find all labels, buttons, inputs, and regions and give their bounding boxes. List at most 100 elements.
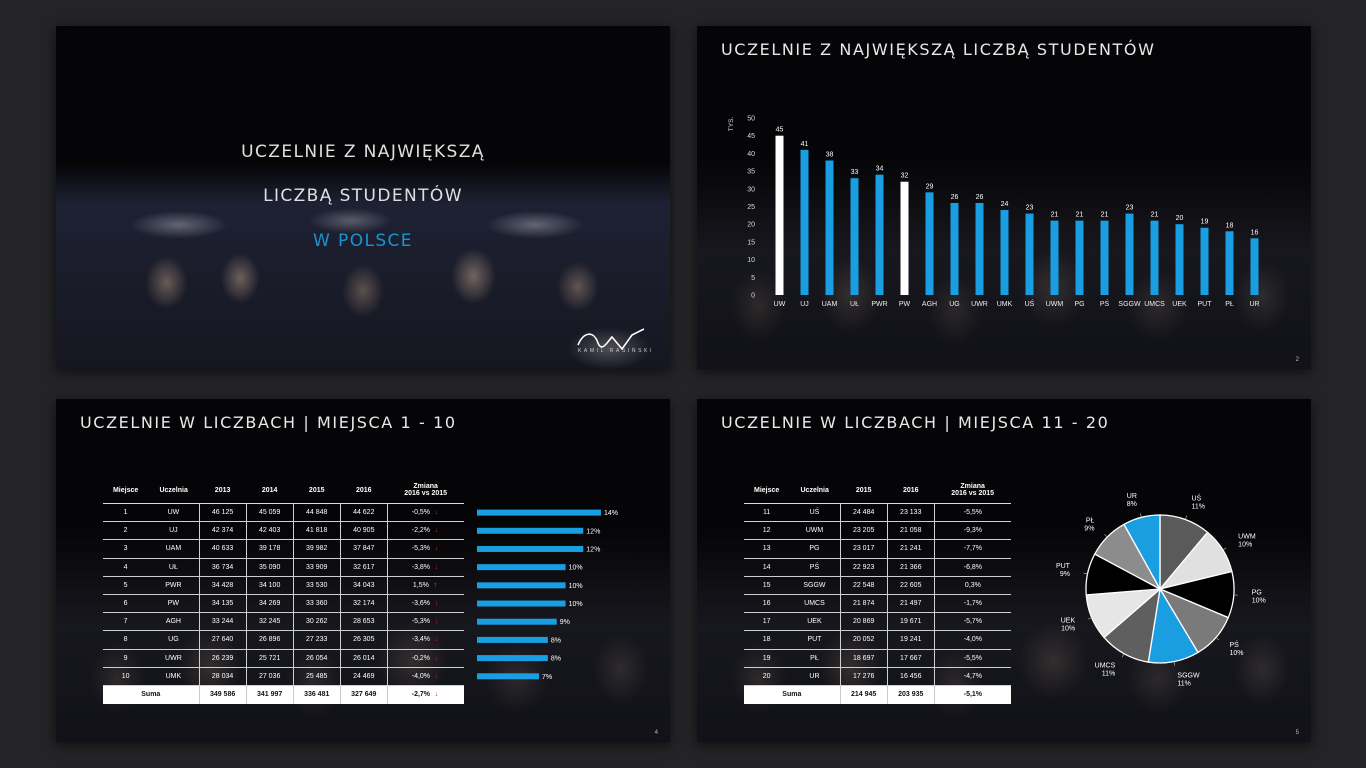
- x-tick-label: UŚ: [1025, 299, 1035, 308]
- table-row: 3 UAM 40 633 39 178 39 982 37 847 -5,3% ↓: [103, 539, 464, 559]
- y-tick-label: 40: [747, 151, 755, 158]
- university-cell: UWM: [789, 521, 841, 541]
- data-label: 10%: [569, 565, 583, 572]
- y-tick-label: 45: [747, 133, 755, 140]
- leader-line: [1121, 653, 1125, 658]
- slice-label: UEK: [1061, 618, 1076, 625]
- university-cell: PŚ: [789, 558, 841, 577]
- slice-value-label: 11%: [1177, 680, 1191, 687]
- rank-cell: 3: [103, 539, 149, 559]
- data-label: 32: [901, 173, 909, 180]
- x-tick-label: PŚ: [1100, 299, 1110, 308]
- bar: [1175, 224, 1184, 295]
- university-cell: UG: [148, 630, 200, 650]
- sum-label-cell: Suma: [744, 685, 841, 704]
- column-header: Uczelnia: [148, 477, 200, 504]
- x-tick-label: AGH: [922, 301, 937, 308]
- x-tick-label: UJ: [800, 301, 809, 308]
- sum-value-cell: 336 481: [292, 685, 341, 704]
- bar: [1000, 210, 1009, 295]
- value-cell: 33 360: [292, 594, 341, 614]
- value-cell: 26 014: [339, 649, 388, 668]
- data-label: 23: [1026, 205, 1034, 212]
- x-tick-label: UŁ: [850, 301, 859, 308]
- table-row: 17 UEK 20 869 19 671 -5,7%: [744, 612, 1011, 632]
- bar: [775, 135, 784, 295]
- hbar: [477, 527, 584, 534]
- table-row: 4 UŁ 36 734 35 090 33 909 32 617 -3,8% ↓: [103, 558, 464, 577]
- rank-cell: 18: [744, 630, 790, 650]
- table-row: 8 UG 27 640 26 896 27 233 26 305 -3,4% ↓: [103, 630, 464, 650]
- data-label: 9%: [560, 619, 570, 626]
- table-row: 6 PW 34 135 34 269 33 360 32 174 -3,6% ↓: [103, 594, 464, 614]
- value-cell: 46 125: [198, 503, 247, 523]
- title-slide[interactable]: UCZELNIE Z NAJWIĘKSZĄ LICZBĄ STUDENTÓW W…: [56, 26, 670, 369]
- table-slide-1-10[interactable]: UCZELNIE W LICZBACH | MIEJSCA 1 - 10 Mie…: [56, 399, 670, 742]
- rank-cell: 7: [103, 612, 149, 632]
- data-label: 10%: [569, 583, 583, 590]
- page-number: 5: [1295, 730, 1299, 736]
- y-tick-label: 20: [747, 222, 755, 229]
- leader-line: [1215, 637, 1220, 641]
- x-tick-label: UEK: [1172, 301, 1187, 308]
- rank-cell: 6: [103, 594, 149, 614]
- value-cell: 41 818: [292, 521, 341, 541]
- hbar: [477, 600, 566, 607]
- rank-cell: 11: [744, 503, 790, 523]
- data-label: 7%: [542, 674, 552, 681]
- value-cell: 36 734: [198, 558, 247, 577]
- bar: [1225, 231, 1234, 295]
- slice-label: UR: [1127, 493, 1137, 500]
- value-cell: 34 135: [198, 594, 247, 614]
- value-cell: 18 697: [839, 649, 888, 668]
- title-line-1: UCZELNIE Z NAJWIĘKSZĄ: [241, 142, 485, 162]
- value-cell: 42 403: [245, 521, 294, 541]
- y-tick-label: 35: [747, 169, 755, 176]
- arrow-down-icon: ↓: [434, 527, 439, 535]
- data-label: 23: [1126, 205, 1134, 212]
- leader-line: [1083, 572, 1088, 575]
- data-label: 18: [1226, 222, 1234, 229]
- value-cell: 39 982: [292, 539, 341, 559]
- change-cell: -4,0%: [933, 630, 1011, 650]
- table-row: 20 UR 17 276 16 456 -4,7%: [744, 667, 1011, 686]
- leader-line: [1185, 515, 1187, 520]
- rank-cell: 4: [103, 558, 149, 577]
- value-cell: 37 847: [339, 539, 388, 559]
- university-cell: PUT: [789, 630, 841, 650]
- graduates-background-photo: [56, 163, 670, 369]
- table-slide-11-20[interactable]: UCZELNIE W LICZBACH | MIEJSCA 11 - 20 Mi…: [697, 399, 1311, 742]
- bar: [1050, 220, 1059, 295]
- column-header: Miejsce: [103, 477, 149, 504]
- change-cell: -3,4% ↓: [386, 630, 464, 650]
- value-cell: 44 848: [292, 503, 341, 523]
- bar: [1150, 220, 1159, 295]
- column-header: 2013: [199, 477, 247, 504]
- university-cell: UMK: [148, 667, 200, 686]
- bar: [850, 178, 859, 295]
- ranking-table-1-10: Miejsce Uczelnia 2013 2014 2015 2016 Zmiana 201…: [103, 477, 464, 704]
- rank-cell: 10: [103, 667, 149, 686]
- table-row: 5 PWR 34 428 34 100 33 530 34 043 1,5% ↑: [103, 576, 464, 595]
- sum-change-cell: -5,1%: [933, 685, 1011, 704]
- change-cell: -9,3%: [933, 521, 1011, 541]
- data-label: 14%: [604, 510, 618, 517]
- value-cell: 26 896: [245, 630, 294, 650]
- table-row: 14 PŚ 22 923 21 366 -6,8%: [744, 558, 1011, 577]
- change-cell: -1,7%: [933, 594, 1011, 614]
- rank-cell: 8: [103, 630, 149, 650]
- slice-value-label: 10%: [1061, 626, 1075, 633]
- x-tick-label: UW: [774, 301, 786, 308]
- data-label: 21: [1101, 212, 1109, 219]
- bar-chart-slide[interactable]: UCZELNIE Z NAJWIĘKSZĄ LICZBĄ STUDENTÓW T…: [697, 26, 1311, 369]
- rank-cell: 5: [103, 576, 149, 595]
- column-header: Uczelnia: [789, 477, 841, 504]
- value-cell: 22 548: [839, 576, 888, 595]
- value-cell: 25 721: [245, 649, 294, 668]
- university-cell: SGGW: [789, 576, 841, 595]
- data-label: 12%: [586, 528, 600, 535]
- change-cell: -3,6% ↓: [386, 594, 464, 614]
- column-header: 2015: [840, 477, 888, 504]
- change-cell: 0,3%: [933, 576, 1011, 595]
- university-cell: UMCS: [789, 594, 841, 614]
